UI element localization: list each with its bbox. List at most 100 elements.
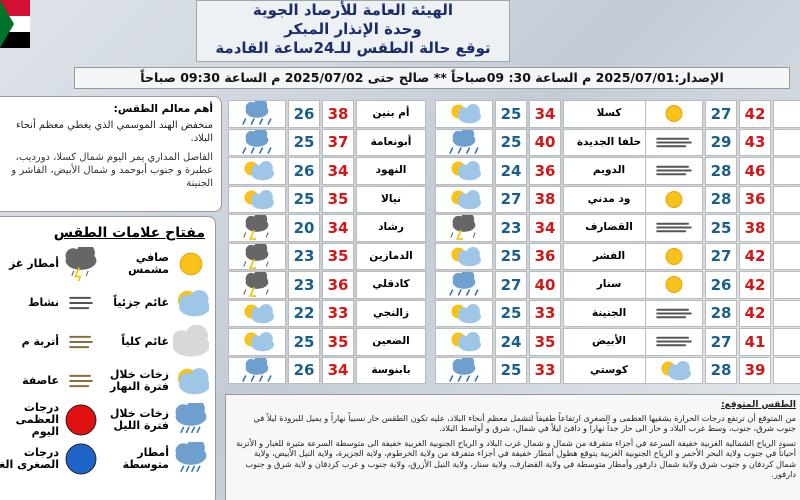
weather-icon xyxy=(243,269,269,305)
max-temp: 42 xyxy=(739,242,771,270)
city-row: 42 27 xyxy=(645,242,800,270)
icon-cell xyxy=(645,299,703,327)
city-name: نيالا xyxy=(356,185,426,213)
icon-cell xyxy=(645,328,703,356)
icon-cell xyxy=(645,356,703,384)
features-panel: أهم معالم الطقس: منخفض الهند الموسمي الذ… xyxy=(0,96,222,212)
city-row: سنار 40 27 xyxy=(435,269,655,299)
city-row: حلفا4227 xyxy=(645,100,800,128)
weather-icon xyxy=(665,247,683,265)
max-temp: 34 xyxy=(529,100,561,128)
weather-icon xyxy=(661,360,691,380)
forecast-text: تسود الرياح الشمالية الغربية خفيفة السرع… xyxy=(236,437,796,480)
key-item: صافي مشمس xyxy=(99,245,209,282)
city-name: الفشر xyxy=(563,242,655,270)
city-name xyxy=(773,328,800,356)
max-temp: 37 xyxy=(322,128,354,156)
icon-cell xyxy=(645,128,703,156)
icon-cell xyxy=(228,269,286,305)
max-temp: 33 xyxy=(529,299,561,327)
weather-icon xyxy=(65,246,97,281)
min-temp: 28 xyxy=(705,356,737,384)
weather-icon xyxy=(173,324,209,357)
city-name: كوستي xyxy=(563,356,655,384)
forecast-title: الطقس المتوقع: xyxy=(720,400,796,410)
weather-icon xyxy=(656,165,692,176)
city-name: الدويم xyxy=(563,157,655,185)
key-item: غائم جزئياً xyxy=(99,284,209,321)
city-row: حلفا الجديدة 40 25 xyxy=(435,127,655,156)
city-row: 46 28 xyxy=(645,157,800,185)
unit: وحدة الإنذار المبكر xyxy=(284,20,422,38)
max-temp: 40 xyxy=(529,271,561,299)
city-name xyxy=(773,271,800,299)
key-item: غائم كلياً xyxy=(99,323,209,360)
weather-icon xyxy=(665,190,683,208)
weather-icon xyxy=(449,355,479,382)
weather-icon xyxy=(449,127,479,154)
key-panel: مفتاح علامات الطقس صافي مشمس أمطار غز غائم… xyxy=(0,216,216,500)
max-temp: 43 xyxy=(739,128,771,156)
city-name: سنار xyxy=(563,271,655,299)
weather-icon xyxy=(665,276,683,293)
city-row: 41 27 xyxy=(645,328,800,356)
city-row: الفشر 36 25 xyxy=(435,242,655,270)
city-row: رشاد 34 20 xyxy=(228,212,426,248)
city-row: 38 25 xyxy=(645,214,800,242)
max-temp: 34 xyxy=(322,214,354,242)
weather-icon xyxy=(69,296,93,309)
max-temp: 35 xyxy=(322,328,354,356)
key-item: أتربة م xyxy=(0,323,99,360)
icon-cell xyxy=(645,214,703,242)
key-item: درجات الصغرى الغد xyxy=(0,440,99,477)
city-row: كوستي 33 25 xyxy=(435,355,655,384)
key-label: درجات الصغرى الغد xyxy=(0,445,59,471)
max-temp: 42 xyxy=(739,271,771,299)
weather-icon xyxy=(244,303,274,323)
key-label: صافي مشمس xyxy=(128,250,169,276)
city-row: 42 26 xyxy=(645,271,800,299)
max-temp: 42 xyxy=(739,100,771,128)
city-name: حلفا الجديدة xyxy=(563,128,655,156)
city-row: الجنينة 33 25 xyxy=(435,299,655,327)
max-temp: 39 xyxy=(739,356,771,384)
max-temp: 35 xyxy=(322,242,354,270)
city-table: حلفا422743294628362838254227422642284127… xyxy=(645,100,800,385)
min-temp: 25 xyxy=(288,128,320,156)
city-row: أم بنين 38 26 xyxy=(228,98,426,128)
weather-icon xyxy=(242,98,272,125)
feature-item: منخفض الهند الموسمي الذي يغطي معظم أنحاء… xyxy=(15,120,213,144)
city-name: حلفا xyxy=(773,100,800,128)
min-temp: 25 xyxy=(495,128,527,156)
min-temp: 25 xyxy=(288,328,320,356)
key-item: أمطار متوسطة xyxy=(99,440,209,477)
min-temp: 26 xyxy=(705,271,737,299)
min-temp: 27 xyxy=(495,185,527,213)
key-item: درجات العظمى اليوم xyxy=(0,401,99,438)
weather-icon xyxy=(69,374,93,387)
icon-cell xyxy=(228,157,286,185)
city-name: زالنجي xyxy=(356,299,426,327)
key-item: عاصفة xyxy=(0,362,99,399)
weather-icon xyxy=(450,212,476,248)
city-row: نيالا 35 25 xyxy=(228,185,426,213)
weather-icon xyxy=(665,105,683,122)
city-name: النهود xyxy=(356,157,426,185)
city-row: الضعين 35 25 xyxy=(228,328,426,356)
weather-icon xyxy=(656,308,692,318)
icon-cell xyxy=(645,185,703,213)
max-temp: 36 xyxy=(739,185,771,213)
icon-cell xyxy=(435,127,493,156)
city-row: الدمازين 35 23 xyxy=(228,241,426,276)
min-temp: 25 xyxy=(495,356,527,384)
min-temp: 22 xyxy=(288,299,320,327)
icon-cell xyxy=(435,185,493,213)
min-temp: 28 xyxy=(705,299,737,327)
city-name xyxy=(773,242,800,270)
icon-cell xyxy=(228,241,286,276)
city-row: كسلا 34 25 xyxy=(435,100,655,128)
min-temp: 27 xyxy=(705,242,737,270)
icon-cell xyxy=(435,328,493,356)
city-row: الأبيض 35 24 xyxy=(435,328,655,356)
weather-icon xyxy=(175,441,207,472)
